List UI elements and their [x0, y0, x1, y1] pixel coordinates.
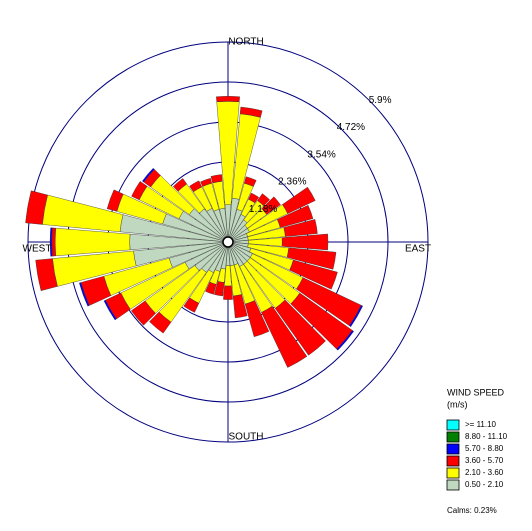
rose-segment	[274, 299, 326, 356]
legend-label: 5.70 - 8.80	[465, 444, 504, 453]
legend-label: 2.10 - 3.60	[465, 468, 504, 477]
ring-label: 1.18%	[249, 204, 277, 215]
rose-segment	[232, 294, 248, 319]
legend-swatch	[446, 443, 460, 455]
rose-segment	[261, 196, 281, 215]
rose-segment	[289, 259, 338, 290]
rose-segment	[103, 299, 117, 321]
bars	[25, 96, 364, 368]
rose-segment	[142, 167, 155, 183]
rose-segment	[286, 247, 337, 270]
rose-segment	[183, 297, 200, 313]
rose-segment	[106, 189, 124, 212]
rose-segment	[25, 190, 48, 225]
ring-label: 5.9%	[369, 95, 392, 106]
direction-label: WEST	[23, 244, 52, 255]
calms-label: Calms: 0.23%	[447, 506, 497, 515]
calm-circle	[222, 236, 234, 248]
legend-swatch	[446, 479, 460, 491]
ring-label: 2.36%	[278, 177, 306, 188]
rose-segment	[149, 311, 172, 334]
labels: 1.18% 2.36% 3.54% 4.72% 5.9% NORTH EAST SOUTH WE…	[23, 37, 432, 443]
rose-segment	[35, 258, 58, 291]
rose-segment	[200, 178, 213, 187]
rose-segment	[283, 219, 318, 237]
legend-swatch	[446, 467, 460, 479]
rose-segment	[49, 227, 53, 257]
legend-swatch	[446, 431, 460, 443]
legend-label: >= 11.10	[465, 420, 497, 429]
legend-label: 8.80 - 11.10	[465, 432, 508, 441]
rose-segment	[239, 106, 263, 118]
rose-segment	[210, 174, 223, 184]
rose-segment	[257, 193, 270, 207]
rose-segment	[248, 192, 260, 204]
legend-subtitle: (m/s)	[447, 399, 468, 409]
rose-segment	[214, 281, 225, 297]
rose-segment	[336, 330, 355, 351]
legend-title: WIND SPEED	[447, 387, 505, 397]
ring-label: 3.54%	[307, 149, 335, 160]
rose-segment	[205, 281, 217, 295]
rose-segment	[131, 300, 156, 326]
direction-label: NORTH	[228, 37, 263, 48]
rose-segment	[281, 233, 329, 251]
rose-segment	[131, 181, 148, 201]
rose-segment	[282, 186, 316, 214]
ring-label: 4.72%	[337, 122, 365, 133]
direction-label: EAST	[405, 244, 431, 255]
direction-label: SOUTH	[229, 432, 264, 443]
rose-segment	[243, 176, 257, 187]
legend-label: 3.60 - 5.70	[465, 456, 504, 465]
rose-segment	[216, 96, 240, 102]
rose-segment	[172, 178, 188, 192]
legend-swatch	[446, 455, 460, 467]
legend-label: 0.50 - 2.10	[465, 480, 504, 489]
rose-segment	[277, 205, 314, 228]
rose-segment	[51, 227, 56, 257]
rose-segment	[223, 285, 233, 300]
rose-segment	[244, 300, 270, 338]
rose-segment	[79, 282, 90, 307]
rose-segment	[189, 180, 203, 193]
legend-swatch	[446, 419, 460, 431]
rose-segment	[54, 227, 131, 257]
rose-segment	[261, 305, 308, 368]
rose-segment	[349, 304, 364, 327]
